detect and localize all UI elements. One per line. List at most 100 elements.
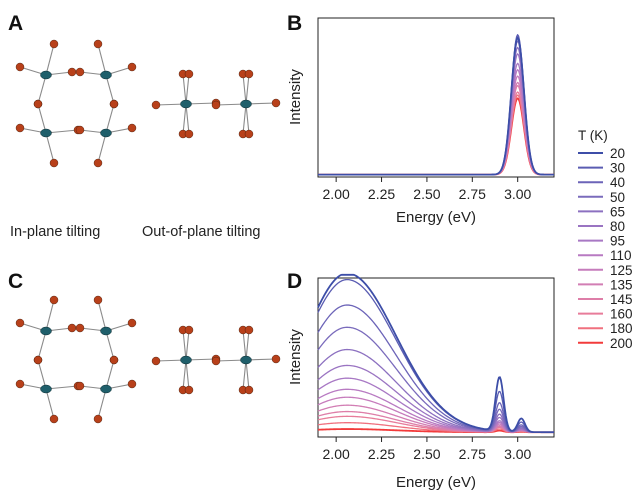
halide-atom xyxy=(127,62,137,72)
legend-label: 110 xyxy=(610,248,632,263)
chart-d-frame xyxy=(317,277,555,438)
bond xyxy=(105,359,115,390)
metal-atom xyxy=(100,326,112,336)
bond xyxy=(97,388,107,420)
panel-letter-c: C xyxy=(8,270,23,293)
halide-atom xyxy=(67,67,77,77)
bond xyxy=(242,103,247,135)
legend-label: 20 xyxy=(610,146,625,161)
xtick-label: 2.75 xyxy=(459,446,486,462)
xtick-label: 2.50 xyxy=(413,186,440,202)
halide-atom xyxy=(244,385,254,395)
bond xyxy=(245,103,250,135)
halide-atom xyxy=(244,129,254,139)
bond xyxy=(182,103,187,135)
bond xyxy=(105,103,115,134)
metal-atom xyxy=(100,128,112,138)
chart-b-ylabel: Intensity xyxy=(287,69,304,125)
metal-atom xyxy=(100,70,112,80)
bond xyxy=(245,329,250,361)
chart-b-xlabel: Energy (eV) xyxy=(396,209,476,226)
chart-b-xticks: 2.00 2.25 2.50 2.75 3.00 xyxy=(323,177,532,202)
series-line-20K xyxy=(318,36,554,176)
bond xyxy=(37,330,47,361)
bond xyxy=(185,329,190,361)
xtick-label: 2.00 xyxy=(323,186,350,202)
legend-label: 80 xyxy=(610,219,625,234)
halide-atom xyxy=(184,325,194,335)
halide-atom xyxy=(93,158,103,168)
metal-atom xyxy=(40,326,52,336)
bond xyxy=(242,73,247,105)
legend-title: T (K) xyxy=(578,128,608,143)
halide-atom xyxy=(211,100,221,110)
halide-atom xyxy=(49,414,59,424)
series-line-50K xyxy=(318,40,554,176)
bond xyxy=(97,43,107,76)
chart-d-xlabel: Energy (eV) xyxy=(396,474,476,491)
halide-atom xyxy=(33,355,43,365)
halide-atom xyxy=(109,355,119,365)
halide-atom xyxy=(211,356,221,366)
panel-letter-d: D xyxy=(287,270,302,293)
bond xyxy=(45,299,55,332)
bond xyxy=(185,73,190,105)
halide-atom xyxy=(244,325,254,335)
panel-letter-b: B xyxy=(287,12,302,35)
halide-atom xyxy=(93,414,103,424)
halide-atom xyxy=(93,39,103,49)
halide-atom xyxy=(15,379,25,389)
legend-label: 125 xyxy=(610,263,633,278)
halide-atom xyxy=(184,385,194,395)
chart-d: 2.00 2.25 2.50 2.75 3.00 Energy (eV) Intensi… xyxy=(287,273,555,491)
xtick-label: 2.50 xyxy=(413,446,440,462)
metal-atom xyxy=(100,384,112,394)
chart-d-ylabel: Intensity xyxy=(287,329,304,385)
legend: T (K) 2030405065809511012513514516018020… xyxy=(578,128,633,351)
legend-label: 135 xyxy=(610,277,633,292)
metal-atom xyxy=(40,128,52,138)
bond xyxy=(245,359,250,391)
bond xyxy=(105,74,115,105)
halide-atom xyxy=(93,295,103,305)
bond xyxy=(97,299,107,332)
halide-atom xyxy=(151,356,161,366)
xtick-label: 2.75 xyxy=(459,186,486,202)
bond xyxy=(182,359,187,391)
halide-atom xyxy=(75,381,85,391)
legend-label: 50 xyxy=(610,190,625,205)
legend-label: 95 xyxy=(610,234,625,249)
bond xyxy=(242,359,247,391)
halide-atom xyxy=(244,69,254,79)
series-line-160K xyxy=(318,91,554,176)
halide-atom xyxy=(15,62,25,72)
bond xyxy=(45,132,55,164)
halide-atom xyxy=(127,123,137,133)
chart-b: 2.00 2.25 2.50 2.75 3.00 Energy (eV) Intensi… xyxy=(287,17,555,226)
chart-d-xticks: 2.00 2.25 2.50 2.75 3.00 xyxy=(323,437,532,462)
halide-atom xyxy=(151,100,161,110)
structure-c-group xyxy=(15,295,281,424)
series-line-40K xyxy=(317,304,554,433)
halide-atom xyxy=(33,99,43,109)
legend-label: 65 xyxy=(610,204,625,219)
halide-atom xyxy=(127,379,137,389)
bond xyxy=(37,74,47,105)
halide-atom xyxy=(184,69,194,79)
chart-b-frame xyxy=(317,17,555,178)
halide-atom xyxy=(67,323,77,333)
xtick-label: 2.00 xyxy=(323,446,350,462)
halide-atom xyxy=(127,318,137,328)
bond xyxy=(182,329,187,361)
bond xyxy=(105,330,115,361)
halide-atom xyxy=(271,98,281,108)
legend-label: 200 xyxy=(610,336,633,351)
legend-label: 40 xyxy=(610,175,625,190)
xtick-label: 3.00 xyxy=(504,446,531,462)
halide-atom xyxy=(109,99,119,109)
bond xyxy=(97,132,107,164)
halide-atom xyxy=(49,39,59,49)
legend-label: 180 xyxy=(610,321,633,336)
metal-atom xyxy=(240,355,252,365)
